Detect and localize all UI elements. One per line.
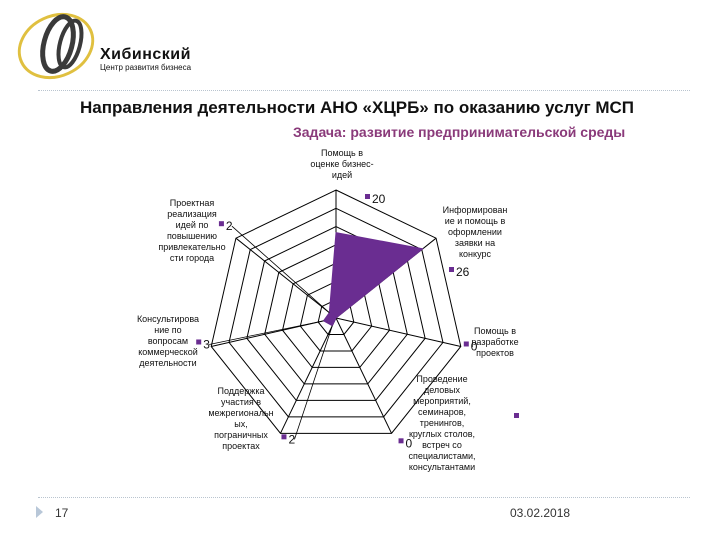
grid-spoke-6 <box>235 237 337 319</box>
page-subtitle: Задача: развитие предпринимательской сре… <box>293 124 626 140</box>
logo-name: Хибинский <box>100 46 191 63</box>
category-label-4: Поддержка участия в межрегиональн ых, по… <box>208 386 274 451</box>
grid-ring-3 <box>281 262 391 368</box>
slide-number: 17 <box>55 506 69 520</box>
slide-date: 03.02.2018 <box>510 506 571 520</box>
category-label-0: Помощь в оценке бизнес- идей <box>310 148 374 180</box>
grid-ring-5 <box>246 226 426 401</box>
category-label-5: Консультирова ние по вопросам коммерческ… <box>136 314 200 368</box>
grid-spoke-3 <box>335 317 392 434</box>
value-leader-5 <box>209 320 324 345</box>
grid-ring-7 <box>210 189 462 434</box>
grid-ring-1 <box>317 299 355 335</box>
value-marker-3 <box>398 438 404 444</box>
top-divider <box>38 90 690 91</box>
logo-swirl-icon <box>17 12 95 80</box>
grid-ring-4 <box>264 244 408 385</box>
stray-marker <box>514 413 519 418</box>
category-label-3: Проведение деловых мероприятий, семинаро… <box>408 374 476 472</box>
grid-spoke-2 <box>335 317 461 347</box>
value-leader-6 <box>231 225 330 313</box>
value-label-1: 26 <box>456 265 470 279</box>
value-marker-2 <box>463 341 469 347</box>
value-marker-6 <box>218 221 224 227</box>
value-marker-0 <box>365 194 370 199</box>
value-marker-5 <box>196 339 202 345</box>
footer-arrow-icon <box>36 506 43 518</box>
value-label-0: 20 <box>372 192 386 206</box>
value-label-3: 0 <box>406 436 413 450</box>
value-marker-1 <box>449 267 454 272</box>
category-label-6: Проектная реализация идей по повышению п… <box>158 198 226 263</box>
bottom-divider <box>38 497 690 498</box>
value-leader-4 <box>294 325 333 440</box>
value-label-6: 2 <box>226 219 233 233</box>
category-label-2: Помощь в разработке проектов <box>471 326 519 358</box>
logo-tagline: Центр развития бизнеса <box>100 63 192 72</box>
page-title: Направления деятельности АНО «ХЦРБ» по о… <box>80 98 635 117</box>
value-marker-4 <box>281 434 287 440</box>
value-label-2: 0 <box>471 339 478 353</box>
grid-ring-2 <box>299 280 373 352</box>
grid-ring-6 <box>228 207 444 418</box>
grid-spoke-4 <box>280 317 337 434</box>
series-area <box>322 232 424 327</box>
value-label-5: 3 <box>203 337 210 351</box>
category-label-1: Информирован ие и помощь в оформлении за… <box>442 205 508 259</box>
value-label-4: 2 <box>288 432 295 446</box>
logo: Хибинский Центр развития бизнеса <box>8 6 218 86</box>
